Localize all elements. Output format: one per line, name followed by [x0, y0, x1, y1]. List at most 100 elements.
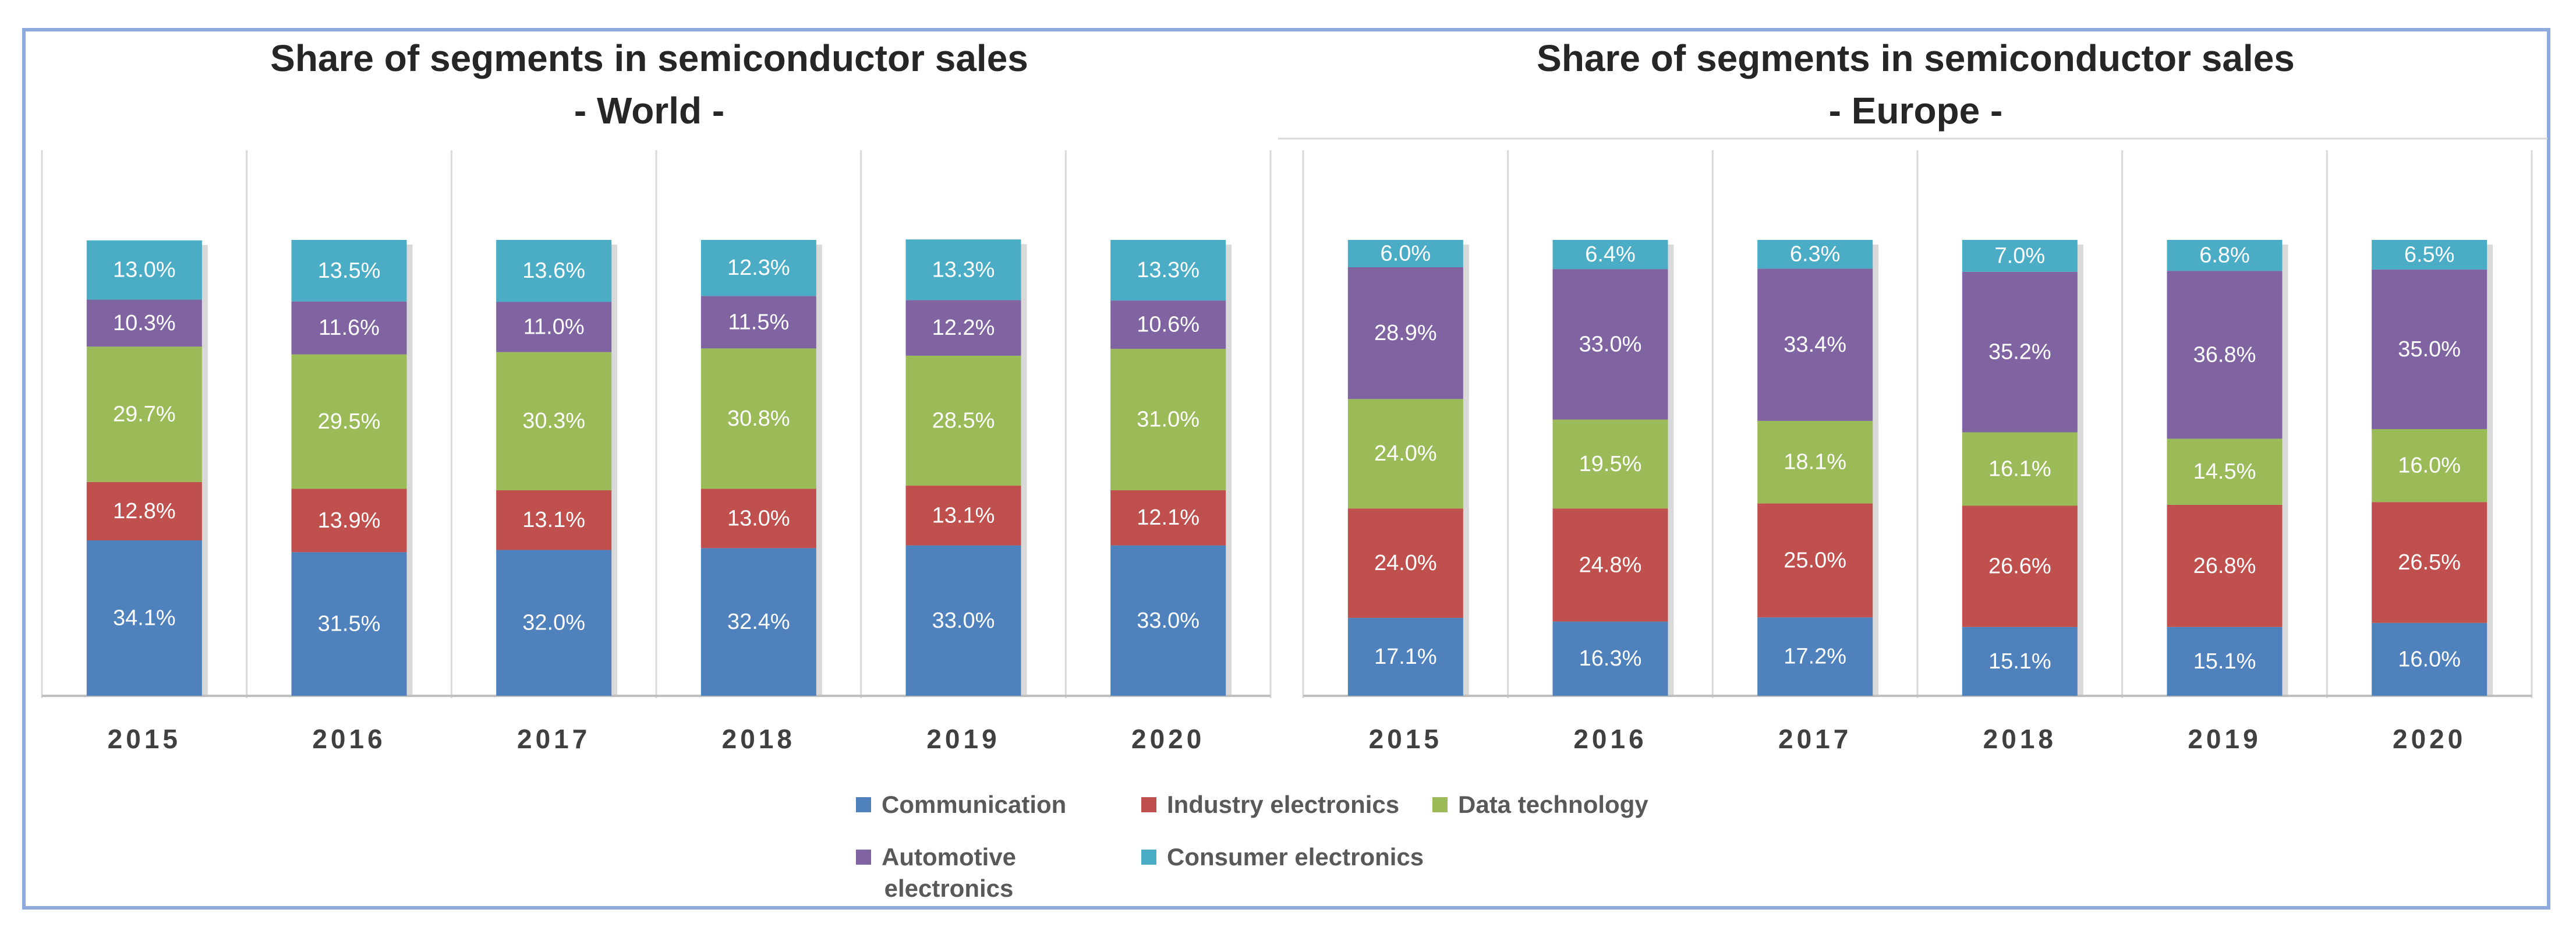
europe-bar-communication-2019 [2167, 627, 2283, 696]
europe-bar-consumer-electronics-2018 [1962, 240, 2078, 272]
europe-x-tick-label-2019: 2019 [2188, 724, 2261, 754]
europe-data-label-communication-2018: 15.1% [1988, 649, 2051, 674]
world-x-tick-label-2018: 2018 [722, 724, 795, 754]
europe-bar-automotive-electronics-2017 [1757, 268, 1873, 421]
legend-label-data-technology: Data technology [1458, 791, 1648, 818]
europe-data-label-data-technology-2016: 19.5% [1579, 452, 1642, 476]
world-data-label-data-technology-2017: 30.3% [522, 409, 585, 433]
europe-data-label-communication-2019: 15.1% [2193, 649, 2256, 674]
europe-bar-data-technology-2018 [1962, 432, 2078, 506]
world-bar-communication-2019 [905, 545, 1021, 696]
europe-data-label-automotive-electronics-2017: 33.4% [1784, 332, 1846, 357]
world-bar-data-technology-2018 [700, 348, 816, 489]
world-data-label-consumer-electronics-2015: 13.0% [113, 258, 176, 282]
world-x-tick-label-2015: 2015 [108, 724, 181, 754]
europe-data-label-data-technology-2018: 16.1% [1988, 457, 2051, 481]
world-data-label-automotive-electronics-2016: 11.6% [319, 316, 380, 340]
legend-swatch-data-technology [1432, 797, 1448, 812]
europe-data-label-industry-electronics-2020: 26.5% [2398, 550, 2461, 575]
world-bar-communication-2017 [496, 550, 612, 696]
europe-data-label-industry-electronics-2015: 24.0% [1374, 551, 1437, 575]
europe-data-label-industry-electronics-2016: 24.8% [1579, 553, 1642, 577]
europe-bar-consumer-electronics-2020 [2372, 240, 2487, 270]
europe-chart-subtitle: - Europe - [1828, 90, 2003, 132]
legend-item-consumer-electronics: Consumer electronics [1141, 841, 1424, 873]
world-data-label-data-technology-2019: 28.5% [932, 408, 995, 433]
europe-data-label-data-technology-2020: 16.0% [2398, 454, 2461, 478]
europe-bar-automotive-electronics-2015 [1347, 267, 1463, 399]
europe-data-label-industry-electronics-2018: 26.6% [1988, 554, 2051, 579]
europe-data-label-automotive-electronics-2015: 28.9% [1374, 321, 1437, 345]
world-data-label-automotive-electronics-2018: 11.5% [728, 310, 789, 334]
world-bar-communication-2018 [700, 548, 816, 696]
world-data-label-data-technology-2020: 31.0% [1137, 408, 1199, 432]
world-data-label-communication-2020: 33.0% [1137, 608, 1199, 633]
world-data-label-automotive-electronics-2015: 10.3% [113, 311, 176, 335]
world-bar-automotive-electronics-2020 [1110, 300, 1226, 349]
europe-data-label-data-technology-2015: 24.0% [1374, 441, 1437, 466]
europe-x-tick-label-2018: 2018 [1983, 724, 2057, 754]
world-bar-industry-electronics-2019 [905, 486, 1021, 546]
europe-data-label-industry-electronics-2019: 26.8% [2193, 554, 2256, 578]
world-bar-consumer-electronics-2016 [291, 240, 407, 302]
europe-data-label-communication-2017: 17.2% [1784, 645, 1846, 669]
world-bar-communication-2015 [86, 540, 202, 696]
europe-data-label-consumer-electronics-2020: 6.5% [2404, 242, 2455, 267]
world-bar-industry-electronics-2018 [700, 489, 816, 549]
europe-x-tick-label-2016: 2016 [1573, 724, 1647, 754]
world-data-label-automotive-electronics-2020: 10.6% [1137, 313, 1199, 337]
europe-bar-communication-2018 [1962, 627, 2078, 696]
world-data-label-industry-electronics-2019: 13.1% [932, 503, 995, 528]
world-data-label-data-technology-2018: 30.8% [727, 406, 790, 431]
world-bar-industry-electronics-2016 [291, 489, 407, 553]
world-data-label-industry-electronics-2016: 13.9% [318, 508, 381, 533]
europe-bar-automotive-electronics-2020 [2372, 269, 2487, 429]
europe-x-tick-label-2015: 2015 [1369, 724, 1442, 754]
legend-swatch-consumer-electronics [1141, 850, 1156, 865]
europe-data-label-communication-2020: 16.0% [2398, 647, 2461, 671]
legend-swatch-communication [856, 797, 871, 812]
world-bar-industry-electronics-2017 [496, 490, 612, 550]
world-data-label-communication-2017: 32.0% [522, 611, 585, 635]
world-bar-consumer-electronics-2019 [905, 239, 1021, 300]
europe-bar-industry-electronics-2016 [1552, 508, 1668, 622]
europe-bar-data-technology-2016 [1552, 419, 1668, 509]
world-data-label-consumer-electronics-2016: 13.5% [318, 259, 381, 283]
europe-data-label-consumer-electronics-2017: 6.3% [1790, 242, 1841, 267]
world-data-label-data-technology-2015: 29.7% [113, 402, 176, 426]
world-bar-industry-electronics-2015 [86, 482, 202, 540]
world-bar-data-technology-2020 [1110, 349, 1226, 490]
europe-x-tick-label-2017: 2017 [1778, 724, 1852, 754]
legend-label-automotive-electronics: Automotive electronics [882, 843, 1016, 902]
legend-item-automotive-electronics: Automotive electronics [856, 841, 1016, 904]
europe-bar-industry-electronics-2015 [1347, 508, 1463, 618]
world-bar-data-technology-2015 [86, 346, 202, 482]
world-x-tick-label-2017: 2017 [517, 724, 590, 754]
europe-bar-communication-2015 [1347, 618, 1463, 696]
europe-bar-communication-2016 [1552, 621, 1668, 696]
legend-label-communication: Communication [882, 791, 1067, 818]
world-data-label-automotive-electronics-2017: 11.0% [523, 315, 585, 339]
world-bar-communication-2020 [1110, 545, 1226, 696]
legend: Communication Industry electronics Data … [838, 777, 1770, 917]
europe-bar-automotive-electronics-2019 [2167, 271, 2283, 439]
europe-bar-data-technology-2015 [1347, 399, 1463, 509]
world-data-label-automotive-electronics-2019: 12.2% [932, 316, 995, 340]
europe-bar-industry-electronics-2018 [1962, 505, 2078, 627]
world-x-tick-label-2020: 2020 [1131, 724, 1205, 754]
europe-chart-title: Share of segments in semiconductor sales [1537, 37, 2295, 79]
world-data-label-communication-2018: 32.4% [727, 610, 790, 634]
world-data-label-communication-2019: 33.0% [932, 608, 995, 633]
world-chart-subtitle: - World - [574, 90, 725, 132]
world-data-label-industry-electronics-2018: 13.0% [727, 506, 790, 530]
europe-bar-communication-2017 [1757, 617, 1873, 696]
legend-item-industry-electronics: Industry electronics [1141, 789, 1399, 820]
world-bar-consumer-electronics-2020 [1110, 240, 1226, 301]
europe-bar-industry-electronics-2020 [2372, 502, 2487, 623]
europe-data-label-consumer-electronics-2019: 6.8% [2199, 243, 2250, 268]
europe-bar-automotive-electronics-2018 [1962, 271, 2078, 433]
world-data-label-industry-electronics-2017: 13.1% [522, 508, 585, 532]
world-data-label-data-technology-2016: 29.5% [318, 409, 381, 434]
legend-swatch-automotive-electronics [856, 850, 871, 865]
europe-data-label-automotive-electronics-2016: 33.0% [1579, 332, 1642, 356]
